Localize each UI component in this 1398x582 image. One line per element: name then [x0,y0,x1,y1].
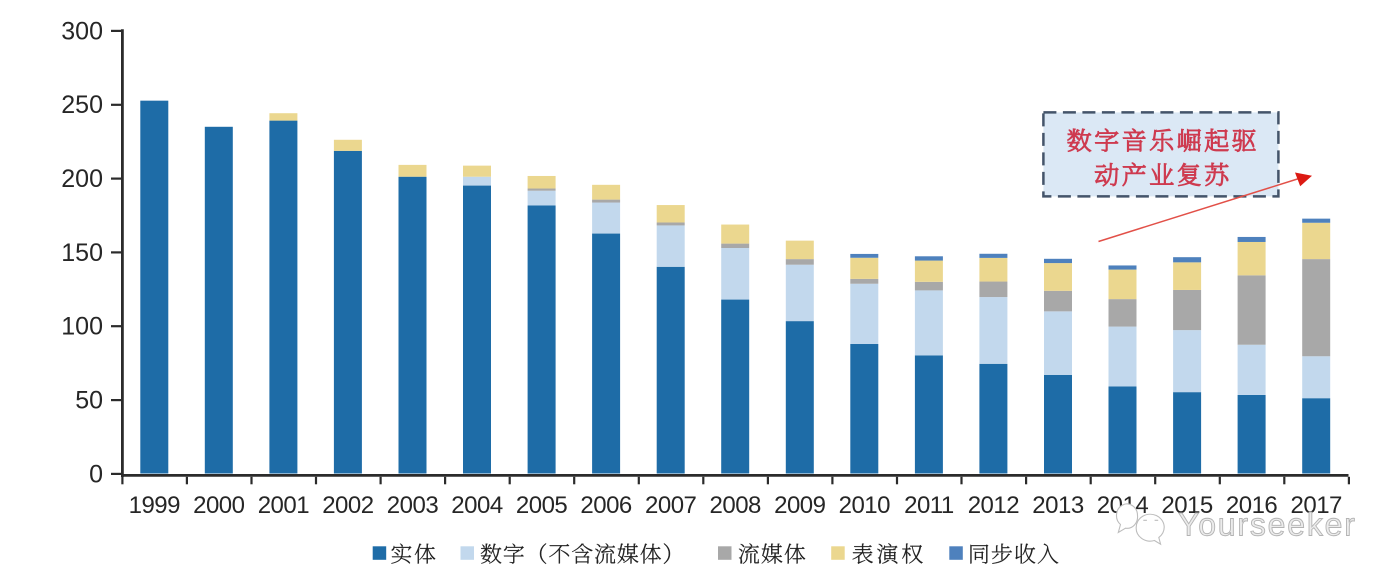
svg-text:2005: 2005 [516,492,568,519]
svg-text:2002: 2002 [322,492,374,519]
svg-text:0: 0 [89,460,103,488]
svg-text:2006: 2006 [580,492,632,519]
svg-text:100: 100 [61,313,103,341]
svg-text:2009: 2009 [774,492,826,519]
svg-text:2017: 2017 [1291,492,1343,519]
svg-text:2008: 2008 [710,492,762,519]
svg-text:150: 150 [61,239,103,267]
svg-text:2016: 2016 [1226,492,1278,519]
svg-text:2011: 2011 [904,492,954,519]
svg-text:2010: 2010 [839,492,891,519]
svg-text:200: 200 [61,165,103,193]
svg-text:Yourseeker: Yourseeker [1178,507,1357,543]
svg-text:1999: 1999 [129,492,181,519]
svg-text:2015: 2015 [1161,492,1213,519]
svg-text:300: 300 [61,17,103,45]
svg-text:250: 250 [61,91,103,119]
svg-text:2004: 2004 [451,492,503,519]
svg-text:2007: 2007 [645,492,697,519]
svg-text:50: 50 [75,387,103,415]
svg-text:2013: 2013 [1032,492,1084,519]
svg-text:2001: 2001 [258,492,310,519]
svg-text:2003: 2003 [387,492,439,519]
svg-text:2000: 2000 [193,492,245,519]
svg-text:2012: 2012 [968,492,1020,519]
